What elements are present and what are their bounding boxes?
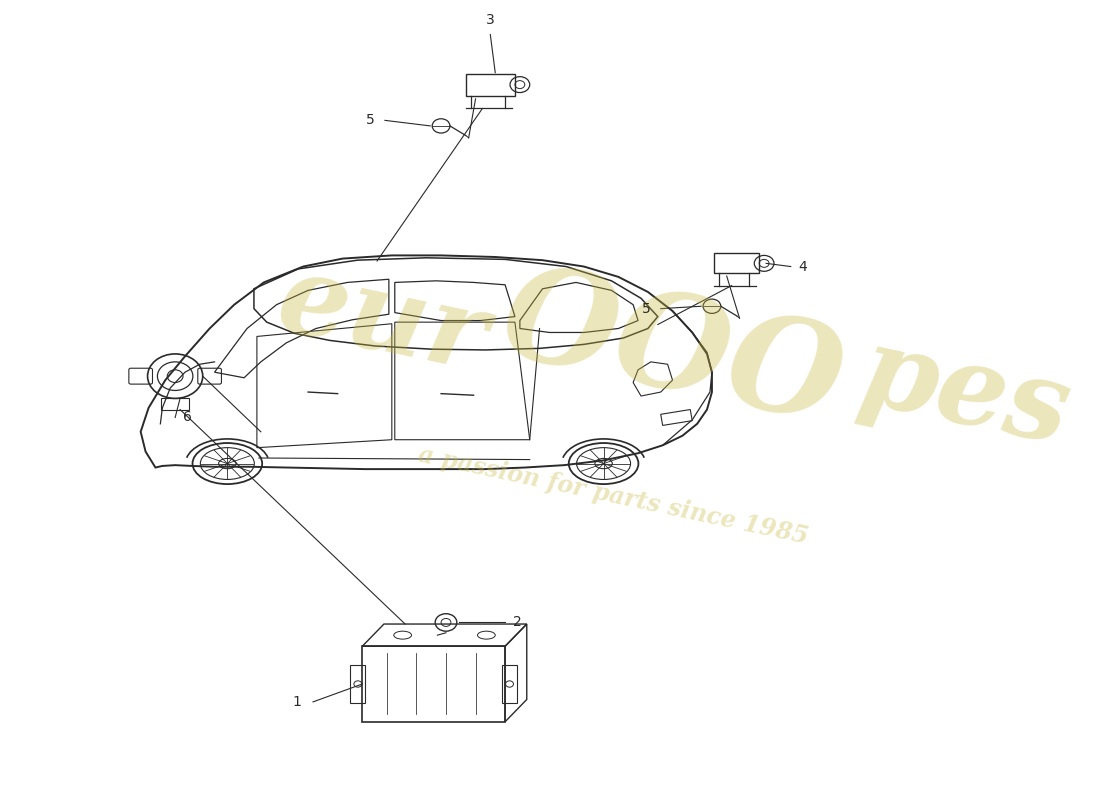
Text: 5: 5 bbox=[642, 302, 651, 316]
Text: 6: 6 bbox=[183, 410, 191, 425]
Text: 5: 5 bbox=[366, 114, 375, 127]
Text: pes: pes bbox=[850, 318, 1079, 466]
Text: OOO: OOO bbox=[491, 254, 855, 451]
Text: 1: 1 bbox=[293, 695, 301, 709]
Text: a passion for parts since 1985: a passion for parts since 1985 bbox=[416, 442, 811, 549]
Text: 3: 3 bbox=[486, 13, 495, 26]
Text: 2: 2 bbox=[513, 615, 521, 630]
Text: eur: eur bbox=[267, 246, 495, 395]
Text: 4: 4 bbox=[799, 259, 807, 274]
